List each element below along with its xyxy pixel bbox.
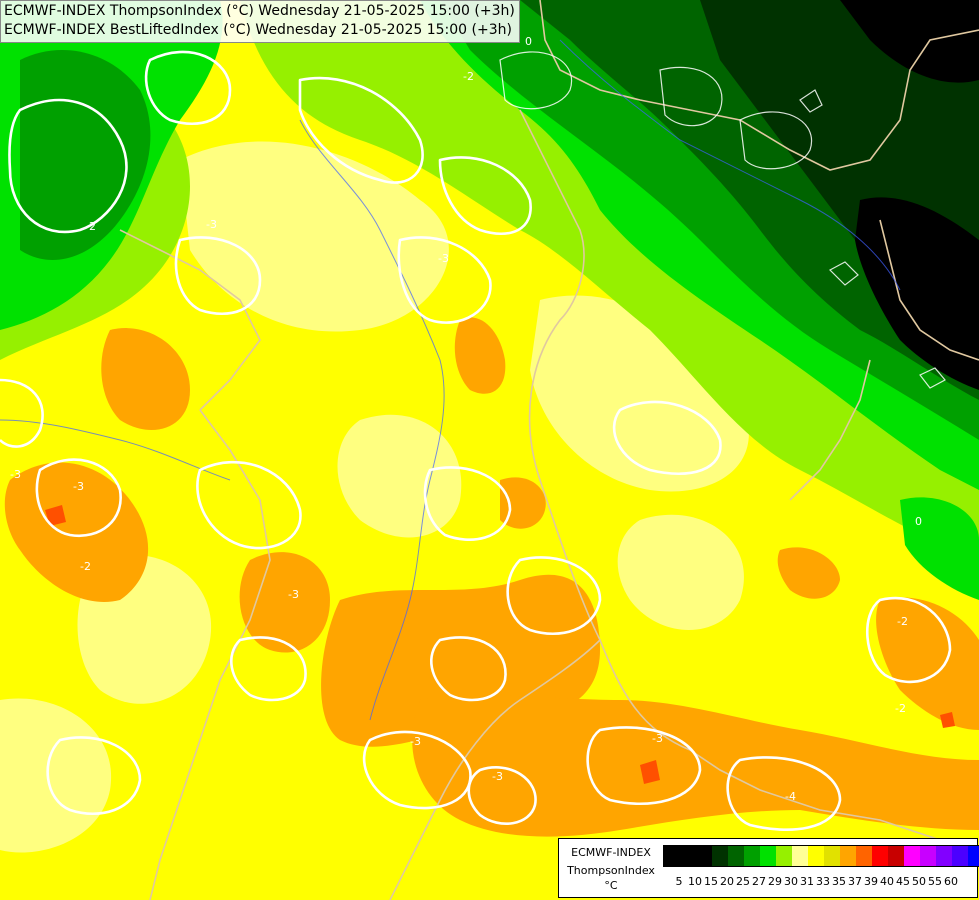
- contour-label: 0: [915, 515, 922, 528]
- contour-label: -2: [897, 615, 908, 628]
- legend-swatch: [856, 846, 872, 866]
- green-areas: [0, 0, 979, 600]
- contour-label: -2: [80, 560, 91, 573]
- legend-swatch: [952, 846, 968, 866]
- legend-swatch: [664, 846, 680, 866]
- legend-tick: 31: [800, 875, 814, 888]
- title-line-best-lifted-index: ECMWF-INDEX BestLiftedIndex (°C) Wednesd…: [4, 22, 512, 38]
- legend-swatch: [792, 846, 808, 866]
- legend-swatch: [904, 846, 920, 866]
- legend-tick: 60: [944, 875, 958, 888]
- color-legend: ECMWF-INDEX ThompsonIndex °C 5 10 15 20 25 27…: [558, 838, 979, 898]
- legend-unit-label: °C: [604, 879, 618, 892]
- contour-label: -4: [785, 790, 796, 803]
- legend-tick: 37: [848, 875, 862, 888]
- legend-swatch: [696, 846, 712, 866]
- legend-parameter-label: ThompsonIndex: [567, 864, 655, 877]
- country-borders: [119, 0, 979, 900]
- contour-label: -3: [206, 218, 217, 231]
- legend-tick: 45: [896, 875, 910, 888]
- legend-tick: 5: [675, 875, 683, 888]
- contour-label: -3: [410, 735, 421, 748]
- legend-color-scale: [663, 845, 979, 867]
- contour-label: -3: [652, 732, 663, 745]
- legend-tick: 29: [768, 875, 782, 888]
- orange-areas: [4, 317, 979, 837]
- contour-label-group: -2 -3 0 -2 -3 -2 -3 -4 -3 -3 -2 -3 0 -2 …: [10, 35, 922, 803]
- legend-tick: 39: [864, 875, 878, 888]
- contour-label: 0: [525, 35, 532, 48]
- rivers: [0, 39, 901, 721]
- contour-label: -2: [895, 702, 906, 715]
- legend-swatch: [728, 846, 744, 866]
- legend-tick: 15: [704, 875, 718, 888]
- legend-swatch: [808, 846, 824, 866]
- legend-swatch: [968, 846, 979, 866]
- legend-swatch: [744, 846, 760, 866]
- contour-label: -3: [73, 480, 84, 493]
- title-line-thompson-index: ECMWF-INDEX ThompsonIndex (°C) Wednesday…: [4, 3, 515, 19]
- legend-tick: 10: [688, 875, 702, 888]
- legend-swatch: [760, 846, 776, 866]
- legend-tick: 25: [736, 875, 750, 888]
- legend-tick: 30: [784, 875, 798, 888]
- legend-tick: 40: [880, 875, 894, 888]
- legend-swatch: [776, 846, 792, 866]
- legend-swatch: [888, 846, 904, 866]
- legend-swatch: [840, 846, 856, 866]
- legend-swatch: [872, 846, 888, 866]
- legend-swatch: [824, 846, 840, 866]
- contour-lines: [0, 50, 952, 831]
- legend-tick: 50: [912, 875, 926, 888]
- contour-label: -2: [463, 70, 474, 83]
- legend-tick-labels: 5 10 15 20 25 27 29 30 31 33 35 37 39 40 45 50 55 60: [663, 875, 979, 889]
- legend-tick: 27: [752, 875, 766, 888]
- map-title-box: ECMWF-INDEX ThompsonIndex (°C) Wednesday…: [0, 0, 520, 43]
- legend-tick: 55: [928, 875, 942, 888]
- contour-label: -3: [492, 770, 503, 783]
- legend-tick: 33: [816, 875, 830, 888]
- contour-label: -3: [10, 468, 21, 481]
- contour-label: -3: [288, 588, 299, 601]
- legend-tick: 20: [720, 875, 734, 888]
- contour-label: -3: [438, 252, 449, 265]
- legend-tick: 35: [832, 875, 846, 888]
- legend-model-label: ECMWF-INDEX: [571, 846, 651, 859]
- red-orange-spots: [45, 505, 955, 784]
- legend-swatch: [920, 846, 936, 866]
- legend-swatch: [680, 846, 696, 866]
- contour-label: -2: [85, 220, 96, 233]
- legend-swatch: [712, 846, 728, 866]
- legend-swatch: [936, 846, 952, 866]
- thin-contour-lines: [499, 51, 946, 389]
